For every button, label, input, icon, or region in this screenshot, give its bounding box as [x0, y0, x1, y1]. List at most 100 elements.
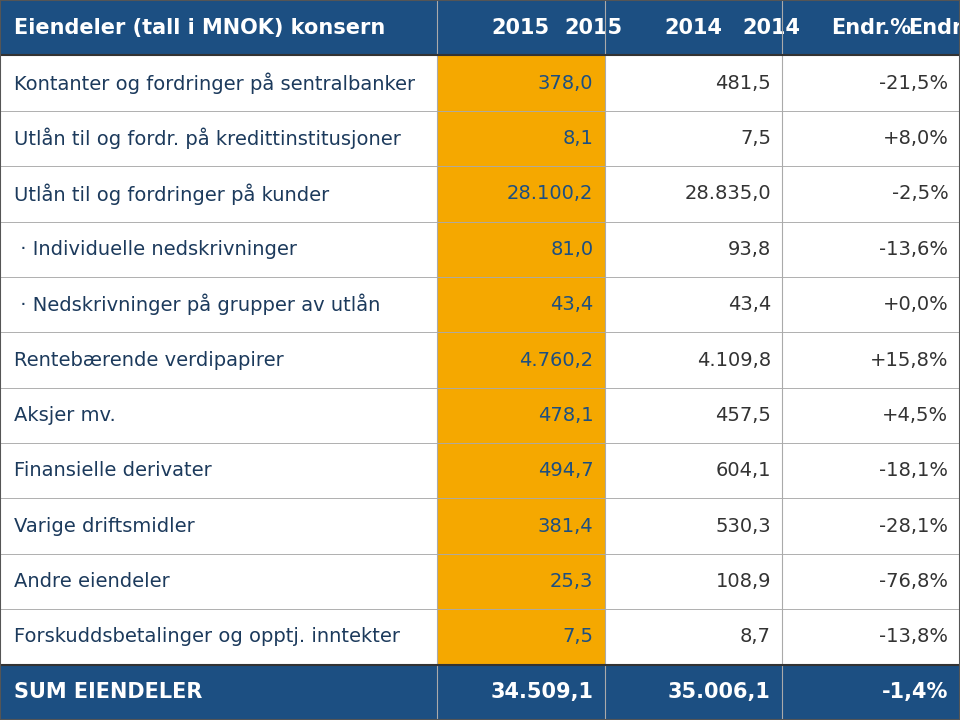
- Text: Endr.%: Endr.%: [908, 18, 960, 37]
- Bar: [0, 333, 437, 387]
- Text: 4.760,2: 4.760,2: [519, 351, 593, 369]
- Bar: [605, 0, 782, 55]
- Text: -1,4%: -1,4%: [882, 683, 948, 702]
- Bar: [437, 609, 605, 665]
- Text: Kontanter og fordringer på sentralbanker: Kontanter og fordringer på sentralbanker: [14, 72, 416, 94]
- Bar: [0, 222, 437, 277]
- Text: 7,5: 7,5: [563, 627, 593, 647]
- Text: 381,4: 381,4: [538, 517, 593, 536]
- Bar: [605, 387, 782, 443]
- Text: Endr.%: Endr.%: [831, 18, 911, 37]
- Text: Rentebærende verdipapirer: Rentebærende verdipapirer: [14, 351, 284, 369]
- Text: 34.509,1: 34.509,1: [491, 683, 593, 702]
- Bar: [437, 333, 605, 387]
- Text: · Nedskrivninger på grupper av utlån: · Nedskrivninger på grupper av utlån: [14, 294, 381, 315]
- Text: Finansielle derivater: Finansielle derivater: [14, 462, 212, 480]
- Bar: [605, 609, 782, 665]
- Bar: [0, 277, 437, 333]
- Bar: [605, 498, 782, 554]
- Text: 8,7: 8,7: [740, 627, 771, 647]
- Text: 2014: 2014: [742, 18, 800, 37]
- Bar: [782, 55, 960, 111]
- Bar: [605, 277, 782, 333]
- Bar: [437, 277, 605, 333]
- Text: 93,8: 93,8: [728, 240, 771, 258]
- Text: 2014: 2014: [664, 18, 723, 37]
- Bar: [437, 0, 605, 55]
- Bar: [605, 665, 782, 720]
- Bar: [605, 333, 782, 387]
- Text: -2,5%: -2,5%: [892, 184, 948, 203]
- Bar: [437, 387, 605, 443]
- Text: 494,7: 494,7: [538, 462, 593, 480]
- Text: 108,9: 108,9: [715, 572, 771, 591]
- Bar: [0, 443, 437, 498]
- Text: 478,1: 478,1: [538, 406, 593, 425]
- Bar: [605, 443, 782, 498]
- Text: Utlån til og fordr. på kredittinstitusjoner: Utlån til og fordr. på kredittinstitusjo…: [14, 127, 401, 149]
- Bar: [0, 166, 437, 222]
- Bar: [782, 166, 960, 222]
- Bar: [605, 166, 782, 222]
- Bar: [782, 609, 960, 665]
- Text: +15,8%: +15,8%: [870, 351, 948, 369]
- Bar: [0, 387, 437, 443]
- Text: Forskuddsbetalinger og opptj. inntekter: Forskuddsbetalinger og opptj. inntekter: [14, 627, 400, 647]
- Text: 7,5: 7,5: [740, 129, 771, 148]
- Bar: [0, 55, 437, 111]
- Text: Varige driftsmidler: Varige driftsmidler: [14, 517, 195, 536]
- Text: 378,0: 378,0: [538, 73, 593, 93]
- Bar: [437, 166, 605, 222]
- Bar: [782, 443, 960, 498]
- Bar: [782, 222, 960, 277]
- Bar: [0, 0, 437, 55]
- Text: Eiendeler (tall i MNOK) konsern: Eiendeler (tall i MNOK) konsern: [14, 18, 386, 37]
- Bar: [437, 665, 605, 720]
- Text: 2015: 2015: [564, 18, 622, 37]
- Bar: [0, 498, 437, 554]
- Text: -28,1%: -28,1%: [879, 517, 948, 536]
- Bar: [782, 277, 960, 333]
- Text: -18,1%: -18,1%: [879, 462, 948, 480]
- Bar: [782, 111, 960, 166]
- Bar: [437, 111, 605, 166]
- Bar: [782, 387, 960, 443]
- Bar: [782, 333, 960, 387]
- Bar: [0, 111, 437, 166]
- Text: +4,5%: +4,5%: [882, 406, 948, 425]
- Text: 43,4: 43,4: [728, 295, 771, 314]
- Text: Andre eiendeler: Andre eiendeler: [14, 572, 170, 591]
- Bar: [437, 554, 605, 609]
- Bar: [437, 222, 605, 277]
- Bar: [0, 609, 437, 665]
- Bar: [437, 498, 605, 554]
- Text: · Individuelle nedskrivninger: · Individuelle nedskrivninger: [14, 240, 298, 258]
- Bar: [782, 665, 960, 720]
- Text: 28.100,2: 28.100,2: [507, 184, 593, 203]
- Text: -13,6%: -13,6%: [879, 240, 948, 258]
- Bar: [605, 111, 782, 166]
- Text: Utlån til og fordringer på kunder: Utlån til og fordringer på kunder: [14, 183, 329, 204]
- Text: +0,0%: +0,0%: [883, 295, 948, 314]
- Text: Aksjer mv.: Aksjer mv.: [14, 406, 116, 425]
- Text: 43,4: 43,4: [550, 295, 593, 314]
- Text: 604,1: 604,1: [715, 462, 771, 480]
- Bar: [782, 0, 960, 55]
- Text: 530,3: 530,3: [715, 517, 771, 536]
- Text: 2015: 2015: [492, 18, 550, 37]
- Bar: [605, 554, 782, 609]
- Text: 28.835,0: 28.835,0: [684, 184, 771, 203]
- Bar: [0, 665, 437, 720]
- Bar: [605, 55, 782, 111]
- Text: -21,5%: -21,5%: [879, 73, 948, 93]
- Text: 481,5: 481,5: [715, 73, 771, 93]
- Bar: [437, 443, 605, 498]
- Text: SUM EIENDELER: SUM EIENDELER: [14, 683, 203, 702]
- Text: 81,0: 81,0: [550, 240, 593, 258]
- Bar: [782, 498, 960, 554]
- Text: 457,5: 457,5: [715, 406, 771, 425]
- Text: 8,1: 8,1: [563, 129, 593, 148]
- Bar: [605, 222, 782, 277]
- Text: +8,0%: +8,0%: [882, 129, 948, 148]
- Text: -13,8%: -13,8%: [879, 627, 948, 647]
